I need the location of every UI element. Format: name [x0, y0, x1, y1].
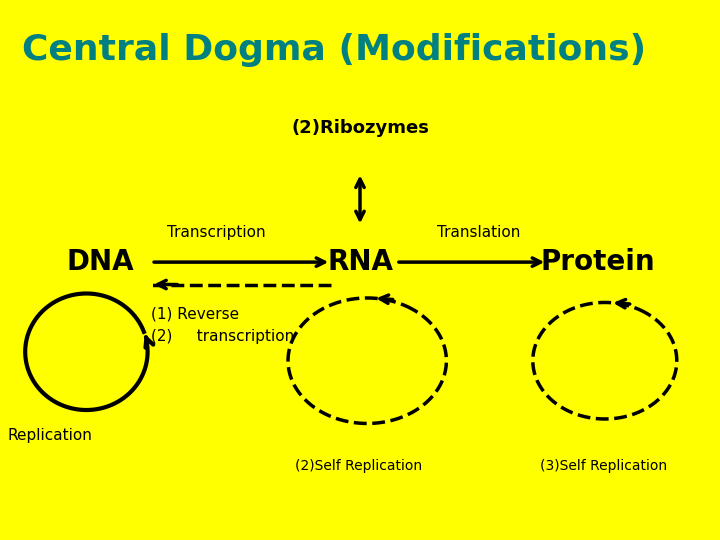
Text: DNA: DNA: [67, 248, 135, 276]
Text: Replication: Replication: [7, 428, 92, 443]
Text: Protein: Protein: [540, 248, 655, 276]
Text: Transcription: Transcription: [167, 225, 265, 240]
Text: Translation: Translation: [437, 225, 521, 240]
Text: RNA: RNA: [327, 248, 393, 276]
Text: Central Dogma (Modifications): Central Dogma (Modifications): [22, 33, 646, 68]
Text: (2)Self Replication: (2)Self Replication: [295, 460, 423, 474]
Text: (3)Self Replication: (3)Self Replication: [540, 460, 667, 474]
Text: (1) Reverse
(2)     transcription: (1) Reverse (2) transcription: [151, 307, 294, 344]
Text: (2)Ribozymes: (2)Ribozymes: [291, 119, 429, 137]
